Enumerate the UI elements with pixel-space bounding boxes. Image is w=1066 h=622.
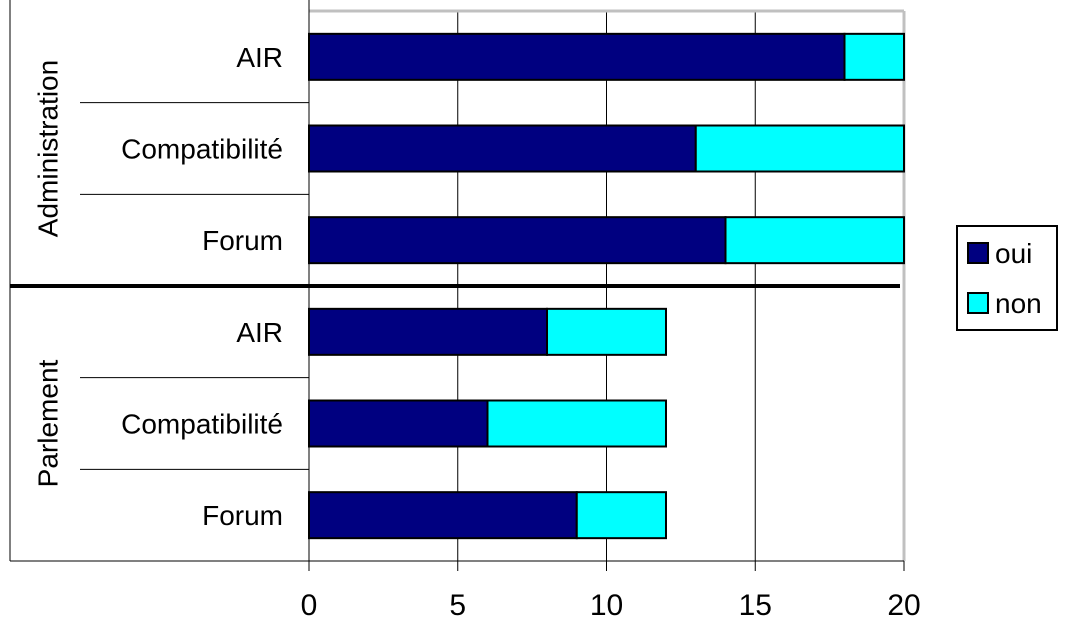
group-label-parlement: Parlement: [32, 359, 63, 487]
bar-parlement-forum-oui: [309, 492, 577, 538]
x-tick-label-10: 10: [590, 589, 623, 622]
category-label-administration-forum: Forum: [202, 225, 283, 256]
bar-parlement-compatibilit--oui: [309, 401, 488, 447]
category-label-parlement-compatibilit-: Compatibilité: [121, 409, 283, 440]
legend-swatch-oui: [968, 243, 988, 263]
category-label-parlement-forum: Forum: [202, 500, 283, 531]
bar-administration-forum-oui: [309, 217, 726, 263]
bar-parlement-air-oui: [309, 309, 547, 355]
category-label-administration-compatibilit-: Compatibilité: [121, 134, 283, 165]
x-tick-label-5: 5: [449, 589, 466, 622]
bar-administration-air-oui: [309, 34, 845, 80]
bar-parlement-compatibilit--non: [488, 401, 667, 447]
x-tick-label-15: 15: [739, 589, 772, 622]
legend-label-oui: oui: [995, 238, 1032, 269]
x-tick-label-0: 0: [301, 589, 318, 622]
bar-administration-forum-non: [726, 217, 905, 263]
category-label-parlement-air: AIR: [236, 317, 283, 348]
bar-administration-compatibilit--non: [696, 126, 904, 172]
legend-swatch-non: [968, 293, 988, 313]
bar-parlement-air-non: [547, 309, 666, 355]
x-tick-label-20: 20: [887, 589, 920, 622]
legend-label-non: non: [995, 288, 1042, 319]
bar-administration-compatibilit--oui: [309, 126, 696, 172]
category-label-administration-air: AIR: [236, 42, 283, 73]
bar-parlement-forum-non: [577, 492, 666, 538]
bar-administration-air-non: [845, 34, 905, 80]
group-label-administration: Administration: [32, 60, 63, 237]
